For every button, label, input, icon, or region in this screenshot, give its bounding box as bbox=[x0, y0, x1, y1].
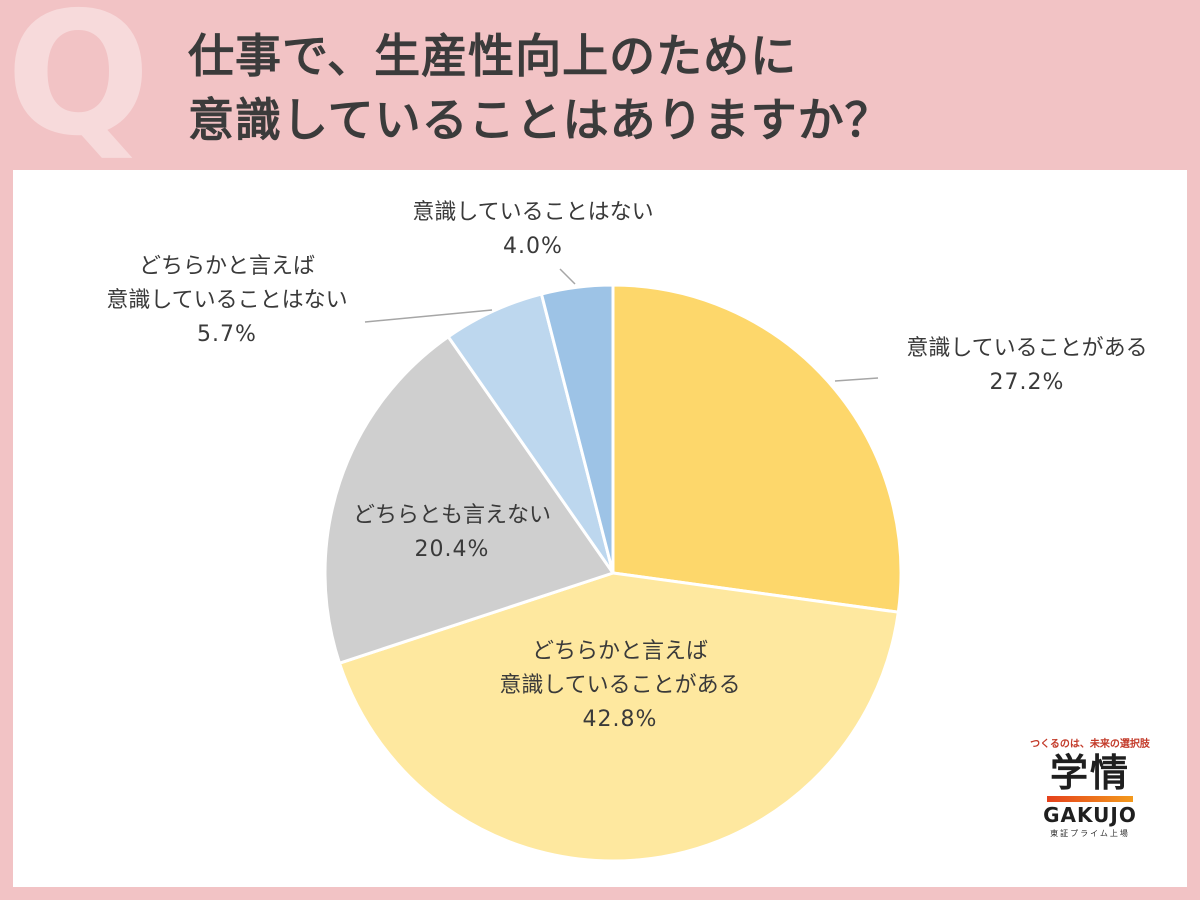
slice-label-3-line-1: どちらとも言えない bbox=[353, 503, 551, 528]
pie-slice-5 bbox=[539, 283, 615, 574]
question-title: 仕事で、生産性向上のために 意識していることはありますか？ bbox=[188, 24, 892, 152]
question-line-1: 仕事で、生産性向上のために bbox=[188, 29, 798, 83]
q-mark: Q bbox=[6, 0, 151, 174]
slice-percent-2: 42.8% bbox=[583, 707, 658, 732]
pie-slice-2 bbox=[337, 571, 901, 863]
brand-name-jp: 学情 bbox=[1049, 751, 1130, 795]
slice-label-5-line-1: 意識していることはない bbox=[412, 200, 653, 225]
brand-listing: 東証プライム上場 bbox=[1050, 829, 1130, 838]
brand-accent-bar bbox=[1047, 796, 1133, 802]
slice-label-2-line-1: どちらかと言えば bbox=[532, 639, 708, 664]
brand-logo: つくるのは、未来の選択肢 学情 GAKUJO 東証プライム上場 bbox=[1025, 735, 1155, 839]
slice-label-4-line-2: 意識していることはない bbox=[106, 288, 347, 313]
question-line-2: 意識していることはありますか？ bbox=[188, 93, 892, 147]
slice-label-4-line-1: どちらかと言えば bbox=[139, 254, 315, 279]
slice-percent-3: 20.4% bbox=[415, 537, 490, 562]
leader-line-1 bbox=[834, 377, 879, 382]
leader-line-5 bbox=[559, 268, 576, 285]
slice-label-1-line-1: 意識していることがある bbox=[906, 336, 1147, 361]
slice-percent-4: 5.7% bbox=[197, 322, 257, 347]
brand-tagline: つくるのは、未来の選択肢 bbox=[1030, 739, 1150, 750]
leader-line-4 bbox=[364, 309, 493, 323]
pie-slice-1 bbox=[611, 283, 903, 614]
slice-percent-5: 4.0% bbox=[503, 234, 563, 259]
slice-percent-1: 27.2% bbox=[990, 370, 1065, 395]
slice-label-2-line-2: 意識していることがある bbox=[499, 673, 740, 698]
brand-name-en: GAKUJO bbox=[1043, 803, 1137, 827]
pie-slice-3 bbox=[323, 334, 616, 666]
